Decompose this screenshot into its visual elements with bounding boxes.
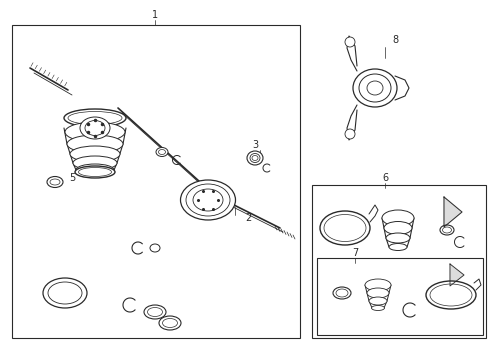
Ellipse shape [180,180,235,220]
Text: 2: 2 [244,213,251,223]
Ellipse shape [65,122,125,142]
Ellipse shape [368,297,386,305]
Text: 1: 1 [152,10,158,20]
Bar [316,258,482,335]
Ellipse shape [150,244,160,252]
Text: 5: 5 [69,173,75,183]
Polygon shape [443,197,461,227]
Ellipse shape [439,225,453,235]
Ellipse shape [371,306,384,310]
Text: 8: 8 [391,35,397,45]
Ellipse shape [352,69,396,107]
Ellipse shape [85,121,105,135]
Ellipse shape [47,176,63,188]
Ellipse shape [156,148,168,157]
Ellipse shape [75,166,115,178]
Ellipse shape [73,156,117,170]
Ellipse shape [383,221,411,234]
Bar [12,25,299,338]
Ellipse shape [425,281,475,309]
Ellipse shape [143,305,165,319]
Ellipse shape [385,233,409,243]
Text: 3: 3 [251,140,258,150]
Ellipse shape [64,109,126,127]
Text: 6: 6 [381,173,387,183]
Ellipse shape [366,288,388,298]
Polygon shape [449,264,463,286]
Circle shape [345,37,354,47]
Ellipse shape [388,243,406,251]
Ellipse shape [319,211,369,245]
Text: 4: 4 [49,283,55,293]
Ellipse shape [70,146,120,162]
Ellipse shape [159,316,181,330]
Bar [311,185,485,338]
Ellipse shape [381,210,413,226]
Circle shape [345,129,354,139]
Ellipse shape [332,287,350,299]
Ellipse shape [80,117,110,139]
Ellipse shape [364,279,390,291]
Ellipse shape [67,135,123,153]
Ellipse shape [246,151,263,165]
Text: 7: 7 [351,248,357,258]
Ellipse shape [76,164,114,176]
Ellipse shape [43,278,87,308]
